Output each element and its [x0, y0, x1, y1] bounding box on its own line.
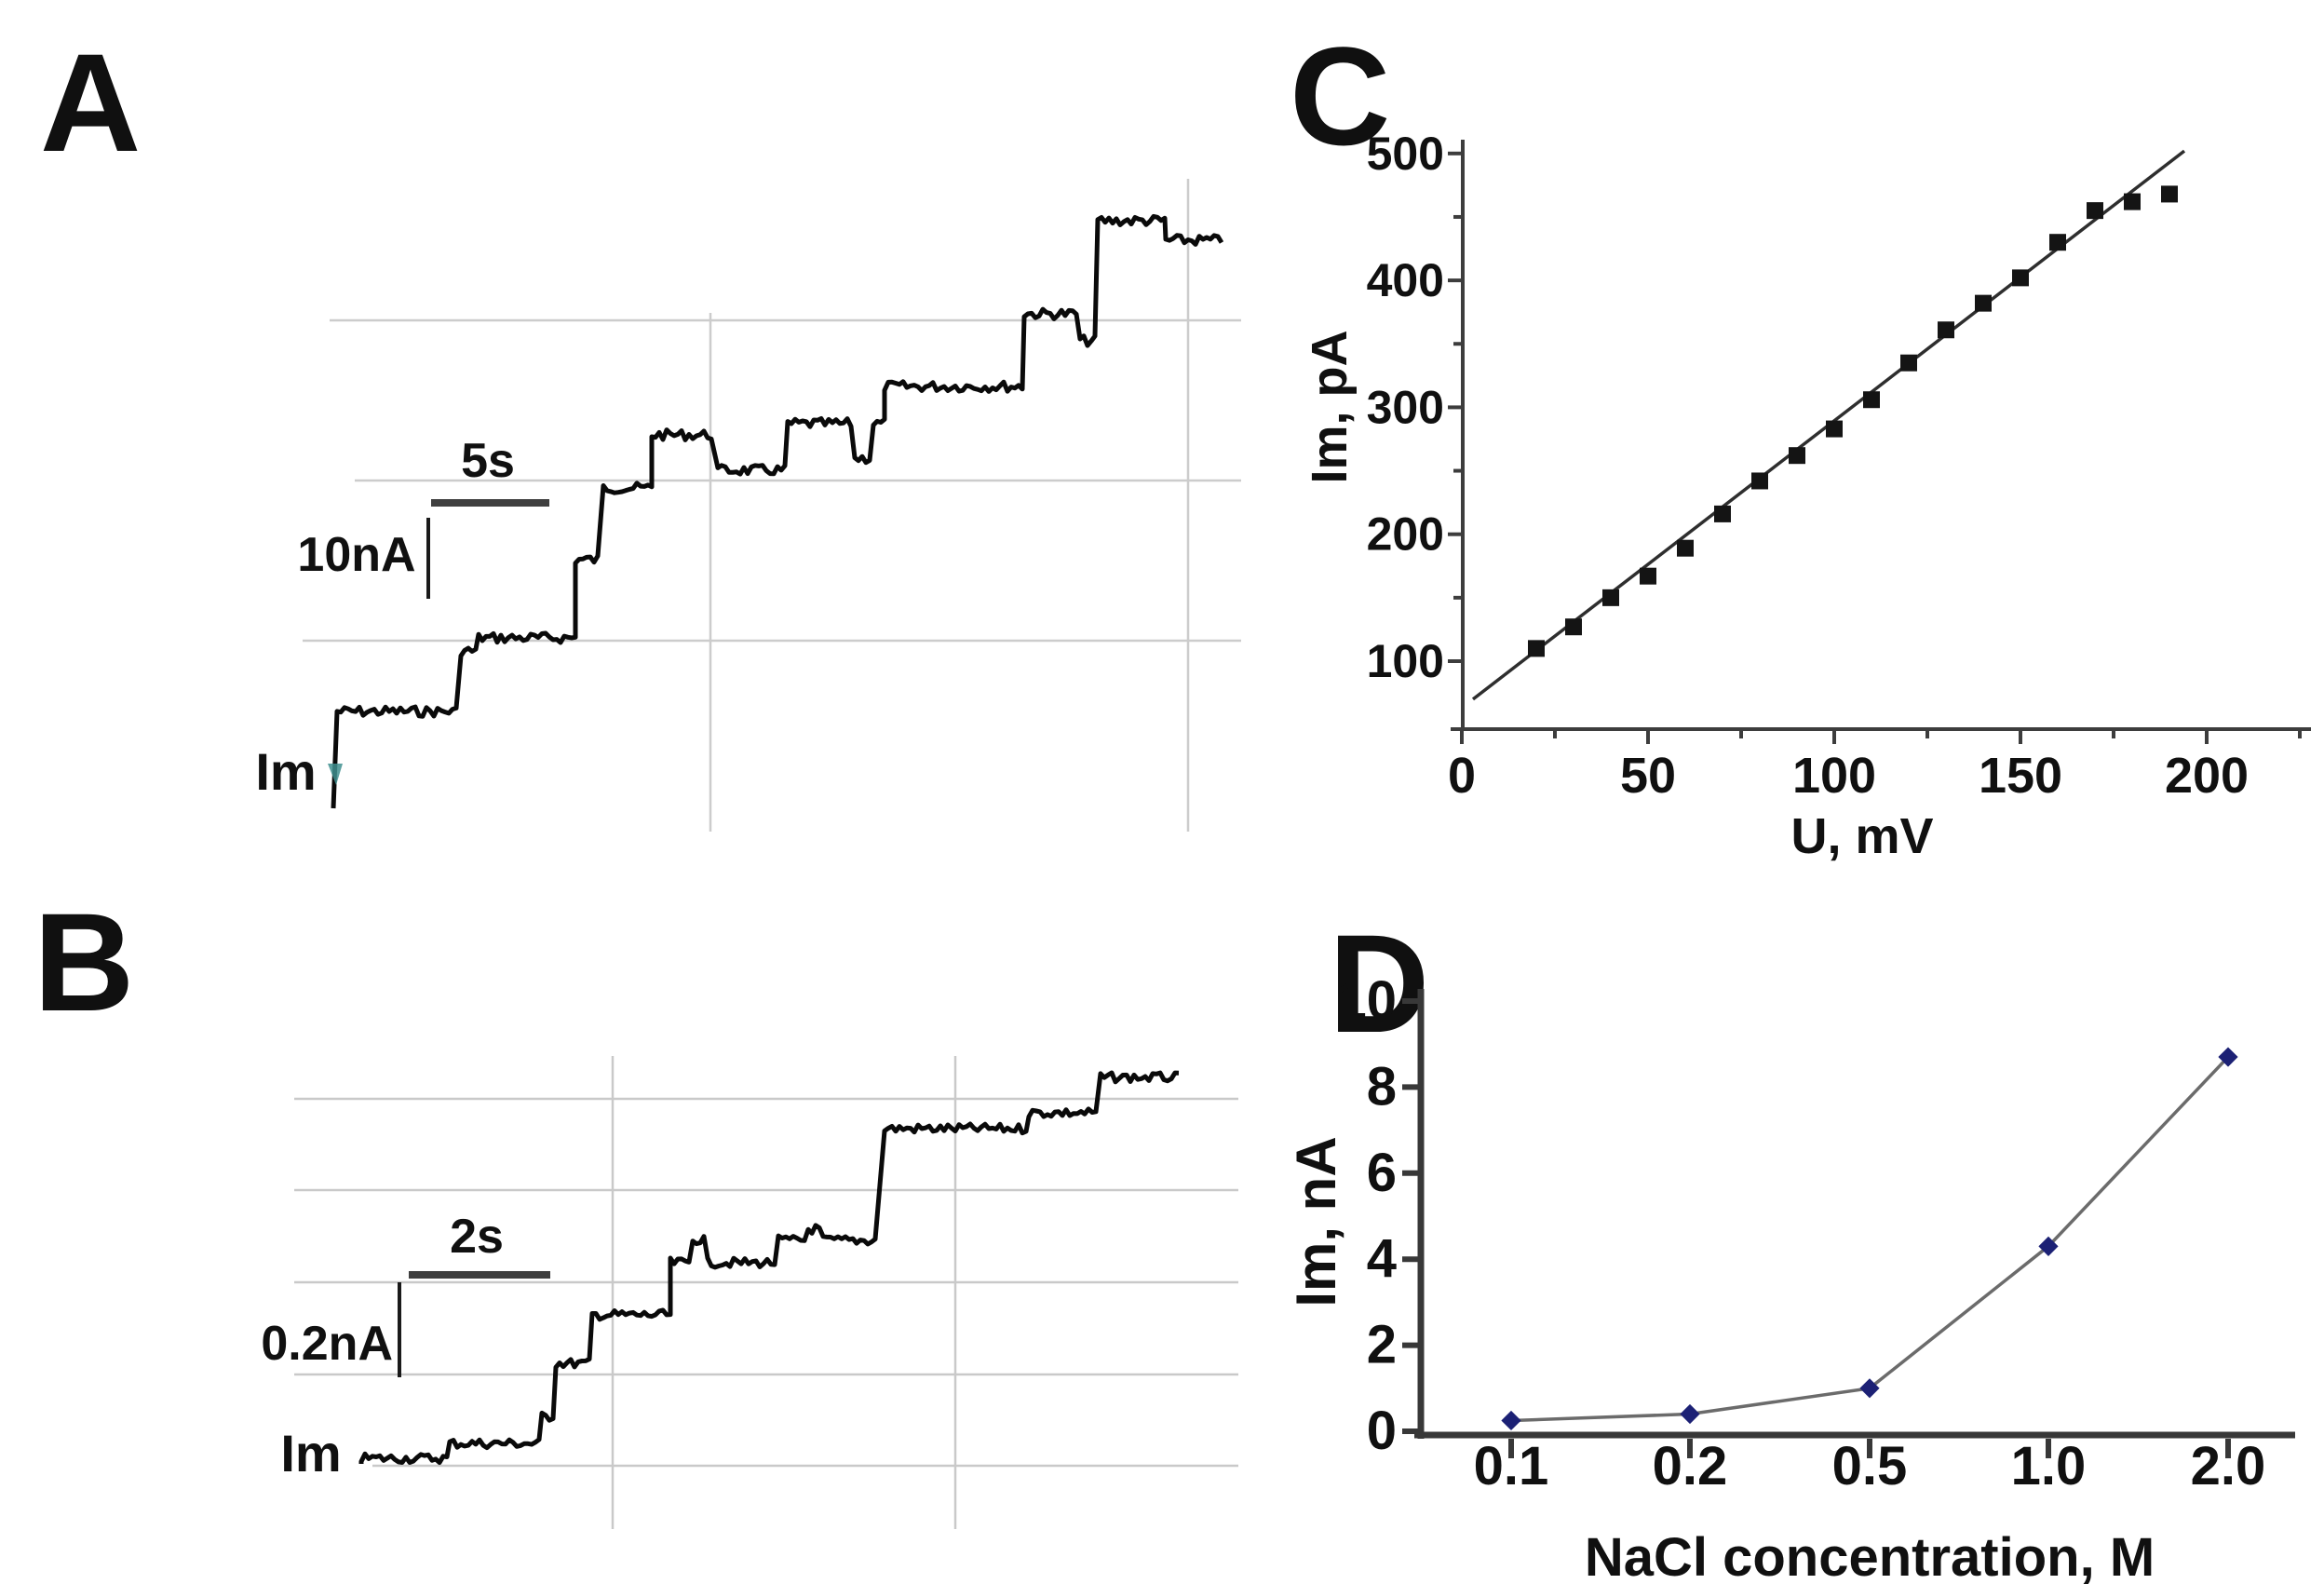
- data-point-square: [1826, 420, 1843, 438]
- panel-d-letter: D: [1329, 905, 1429, 1062]
- data-point-square: [2124, 193, 2141, 210]
- panel-a-gridlines: [303, 179, 1241, 832]
- panel-b: B 2s 0.2nA Im: [34, 884, 1238, 1529]
- x-tick-label: 0.1: [1474, 1436, 1549, 1496]
- panel-b-gridlines: [294, 1056, 1238, 1529]
- panel-c-x-axis-title: U, mV: [1790, 808, 1933, 864]
- x-tick-label: 0.5: [1832, 1436, 1908, 1496]
- data-point-square: [2049, 234, 2066, 251]
- data-point-square: [1677, 539, 1694, 557]
- panel-b-trace-label: Im: [280, 1424, 341, 1482]
- data-point-square: [1938, 321, 1954, 339]
- panel-b-letter: B: [34, 884, 134, 1040]
- y-tick-label: 4: [1367, 1228, 1397, 1289]
- panel-a-current-scalebar-label: 10nA: [297, 528, 415, 582]
- panel-c-letter: C: [1290, 18, 1390, 174]
- current-trace: [331, 213, 1224, 809]
- data-point-square: [1528, 640, 1545, 657]
- data-point-square: [2012, 269, 2029, 287]
- panel-b-trace: [358, 1070, 1180, 1466]
- data-point-square: [1863, 391, 1880, 409]
- data-point-square: [1789, 447, 1805, 465]
- panel-c-axes: 0 50 100 150 200 100 200 300 400 500: [1367, 128, 2311, 804]
- data-point-square: [1602, 589, 1619, 606]
- data-point-square: [1900, 354, 1917, 372]
- y-tick-label: 6: [1367, 1143, 1397, 1203]
- current-trace: [358, 1070, 1180, 1466]
- y-tick-label: 100: [1367, 635, 1444, 687]
- panel-a-time-scalebar-label: 5s: [461, 434, 515, 488]
- data-point-square: [2087, 202, 2103, 220]
- data-point-square: [2161, 185, 2178, 203]
- trace-start-marker: [328, 764, 343, 785]
- x-tick-label: 1.0: [2011, 1436, 2087, 1496]
- panel-a-trace: [328, 213, 1224, 809]
- panel-c-plot: [1471, 149, 2186, 701]
- data-point-square: [1751, 472, 1768, 490]
- panel-b-current-scalebar-label: 0.2nA: [261, 1317, 393, 1371]
- y-tick-label: 2: [1367, 1315, 1397, 1375]
- x-tick-label: 0: [1448, 748, 1476, 804]
- y-tick-label: 200: [1367, 508, 1444, 561]
- panel-a-trace-label: Im: [255, 742, 316, 801]
- panel-b-time-scalebar-label: 2s: [450, 1210, 504, 1264]
- data-point-square: [1640, 567, 1656, 585]
- y-tick-label: 400: [1367, 254, 1444, 306]
- data-point-square: [1975, 294, 1992, 312]
- y-tick-label: 10: [1336, 970, 1397, 1031]
- panel-d: D 0 2 4 6 8 10 0.1 0.2 0.5 1.0 2.0 Im, nA NaCl con…: [1285, 905, 2295, 1584]
- data-point-diamond: [1501, 1410, 1521, 1431]
- x-tick-label: 150: [1979, 748, 2062, 804]
- x-tick-label: 100: [1792, 748, 1876, 804]
- panel-d-x-axis-title: NaCl concentration, M: [1585, 1527, 2155, 1584]
- data-line: [1510, 1055, 2230, 1423]
- x-tick-label: 200: [2165, 748, 2249, 804]
- panel-d-plot: [1501, 1047, 2238, 1431]
- panel-c-y-axis-title: Im, pA: [1302, 330, 1358, 483]
- data-point-diamond: [2218, 1047, 2238, 1067]
- y-tick-label: 0: [1367, 1401, 1397, 1461]
- y-tick-label: 500: [1367, 128, 1444, 180]
- panel-d-y-axis-title: Im, nA: [1285, 1136, 1347, 1306]
- panel-a: A 5s 10nA Im: [40, 24, 1241, 832]
- panel-c: C 0 50 100 150 200 100 200 300 400 500 Im, pA U, …: [1290, 18, 2311, 864]
- data-point-square: [1565, 618, 1582, 636]
- x-tick-label: 2.0: [2191, 1436, 2266, 1496]
- panel-a-letter: A: [40, 24, 141, 181]
- x-tick-label: 0.2: [1653, 1436, 1728, 1496]
- data-point-diamond: [1680, 1403, 1700, 1425]
- y-tick-label: 300: [1367, 381, 1444, 433]
- panel-d-axes: 0 2 4 6 8 10 0.1 0.2 0.5 1.0 2.0: [1336, 970, 2295, 1496]
- x-tick-label: 50: [1620, 748, 1676, 804]
- data-point-square: [1714, 505, 1731, 522]
- data-point-diamond: [2038, 1236, 2059, 1256]
- y-tick-label: 8: [1367, 1056, 1397, 1117]
